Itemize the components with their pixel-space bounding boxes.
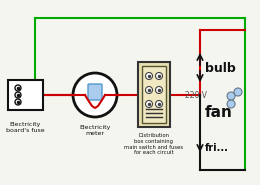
Circle shape <box>146 100 153 107</box>
Circle shape <box>227 92 235 100</box>
FancyBboxPatch shape <box>88 84 102 100</box>
Circle shape <box>234 88 242 96</box>
Circle shape <box>155 87 162 93</box>
Circle shape <box>146 87 153 93</box>
Bar <box>138 62 170 127</box>
Text: Electricity
meter: Electricity meter <box>79 125 111 136</box>
Bar <box>8 80 43 110</box>
Text: Electricity
board's fuse: Electricity board's fuse <box>6 122 45 133</box>
Circle shape <box>155 100 162 107</box>
Bar <box>142 66 166 123</box>
Text: fri...: fri... <box>205 143 229 153</box>
Circle shape <box>146 73 153 80</box>
Circle shape <box>227 100 235 108</box>
Text: 220 V: 220 V <box>185 90 207 100</box>
Circle shape <box>73 73 117 117</box>
Circle shape <box>155 73 162 80</box>
Circle shape <box>15 85 21 91</box>
Text: Distribution
box containing
main switch and fuses
for each circuit: Distribution box containing main switch … <box>125 133 184 155</box>
Circle shape <box>15 92 21 98</box>
Text: bulb: bulb <box>205 61 236 75</box>
Text: fan: fan <box>205 105 233 120</box>
Circle shape <box>15 99 21 105</box>
